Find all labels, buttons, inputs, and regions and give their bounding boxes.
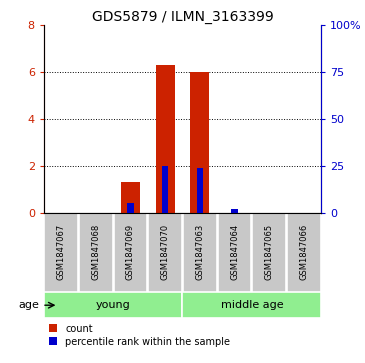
FancyBboxPatch shape (287, 213, 321, 291)
FancyBboxPatch shape (183, 213, 217, 291)
Bar (155, 65, 175, 213)
Bar (127, 203, 134, 213)
FancyBboxPatch shape (148, 213, 182, 291)
Bar (197, 168, 203, 213)
Bar (121, 182, 140, 213)
Legend: count, percentile rank within the sample: count, percentile rank within the sample (45, 320, 234, 350)
FancyBboxPatch shape (44, 292, 182, 318)
Text: GSM1847064: GSM1847064 (230, 224, 239, 280)
Text: young: young (96, 300, 131, 310)
Bar (162, 166, 168, 213)
Title: GDS5879 / ILMN_3163399: GDS5879 / ILMN_3163399 (92, 11, 273, 24)
FancyBboxPatch shape (252, 213, 286, 291)
Text: GSM1847069: GSM1847069 (126, 224, 135, 280)
Text: GSM1847070: GSM1847070 (161, 224, 170, 280)
Text: GSM1847065: GSM1847065 (265, 224, 274, 280)
Text: GSM1847063: GSM1847063 (195, 224, 204, 280)
Text: GSM1847068: GSM1847068 (91, 224, 100, 280)
Text: age: age (19, 300, 40, 310)
Text: GSM1847066: GSM1847066 (299, 224, 308, 280)
FancyBboxPatch shape (218, 213, 251, 291)
FancyBboxPatch shape (79, 213, 113, 291)
FancyBboxPatch shape (182, 292, 321, 318)
Bar (190, 72, 210, 213)
Bar (231, 209, 238, 213)
FancyBboxPatch shape (44, 213, 78, 291)
FancyBboxPatch shape (114, 213, 147, 291)
Text: middle age: middle age (220, 300, 283, 310)
Text: GSM1847067: GSM1847067 (57, 224, 66, 280)
